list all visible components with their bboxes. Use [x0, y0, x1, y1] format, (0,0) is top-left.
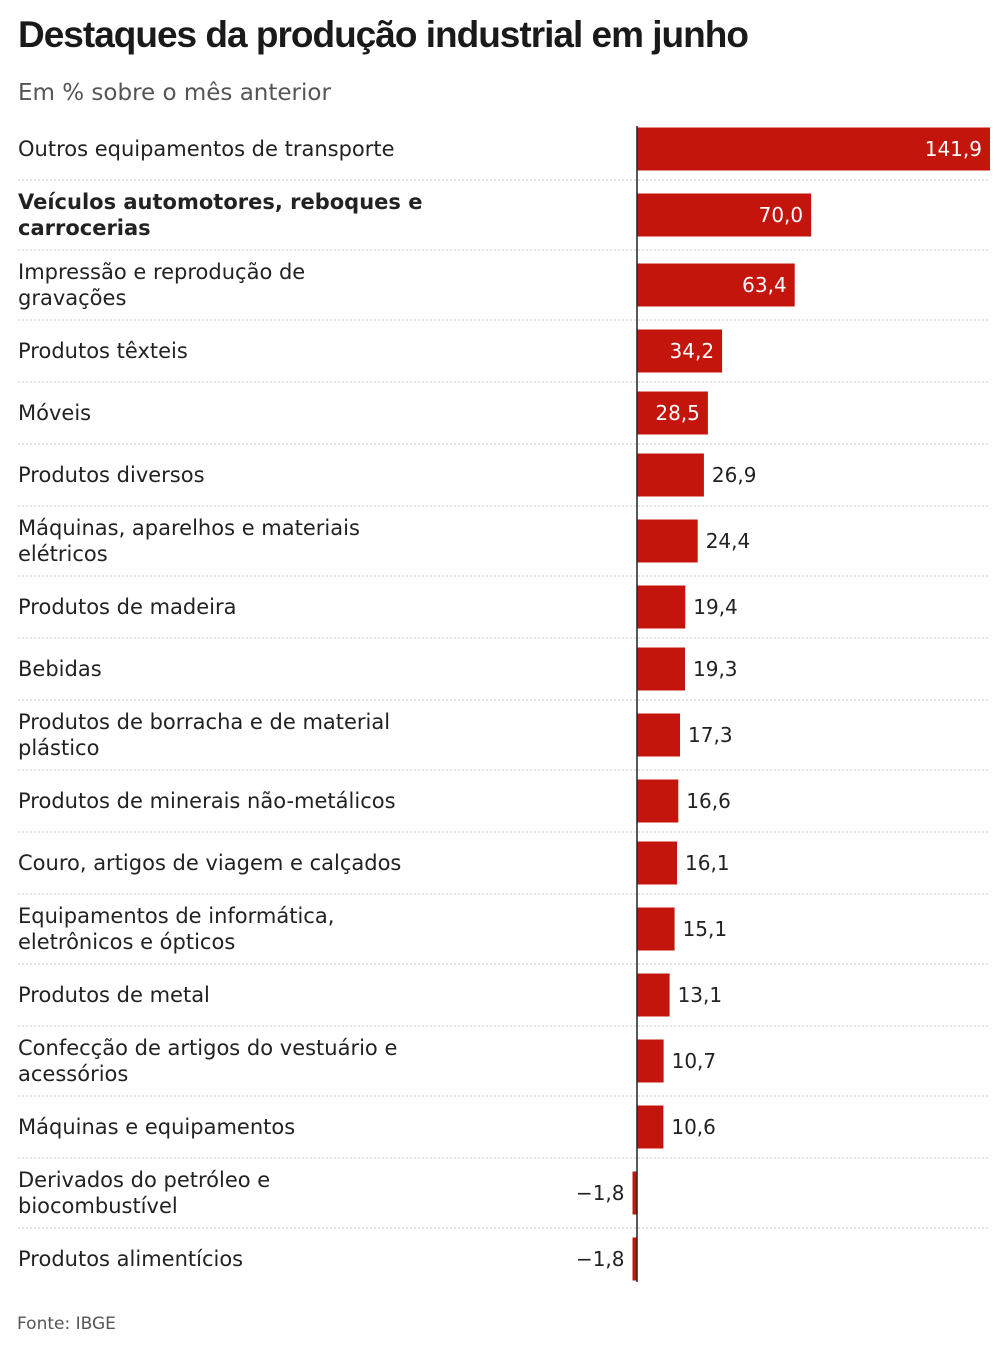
data-label: 19,3 [693, 657, 738, 681]
data-label: 16,6 [686, 789, 731, 813]
bar [637, 973, 670, 1017]
data-label: 24,4 [706, 529, 751, 553]
data-label: 70,0 [759, 203, 804, 227]
category-label: Confecção de artigos do vestuário e acess… [18, 1036, 397, 1086]
bar [637, 193, 812, 237]
category-label: Derivados do petróleo e biocombustível [18, 1168, 270, 1218]
data-label: 10,6 [671, 1115, 716, 1139]
chart-subtitle: Em % sobre o mês anterior [18, 80, 331, 106]
category-label: Outros equipamentos de transporte [18, 137, 395, 161]
category-label: Móveis [18, 401, 91, 425]
data-label: 15,1 [683, 917, 728, 941]
data-label: −1,8 [576, 1247, 625, 1271]
data-label: 16,1 [685, 851, 730, 875]
bar [637, 907, 675, 951]
category-label: Produtos de metal [18, 983, 210, 1007]
bar [637, 127, 990, 171]
bar [632, 1171, 637, 1215]
data-label: 26,9 [712, 463, 757, 487]
bar [637, 1105, 664, 1149]
data-label: −1,8 [576, 1181, 625, 1205]
data-label: 63,4 [742, 273, 787, 297]
data-label: 34,2 [670, 339, 715, 363]
chart-title: Destaques da produção industrial em junh… [18, 14, 749, 55]
bar [637, 329, 723, 373]
category-label: Máquinas, aparelhos e materiais elétricos [18, 516, 360, 566]
data-label: 17,3 [688, 723, 733, 747]
category-label: Máquinas e equipamentos [18, 1115, 295, 1139]
bar [637, 647, 686, 691]
source-note: Fonte: IBGE [17, 1314, 116, 1334]
category-label: Couro, artigos de viagem e calçados [18, 851, 401, 875]
bar [637, 779, 679, 823]
category-label: Produtos alimentícios [18, 1247, 243, 1271]
bar [637, 713, 681, 757]
data-label: 13,1 [678, 983, 723, 1007]
category-label: Produtos de borracha e de material plásti… [18, 710, 390, 760]
bar [632, 1237, 637, 1281]
category-label: Impressão e reprodução de gravações [18, 260, 305, 310]
category-label: Produtos diversos [18, 463, 205, 487]
data-label: 141,9 [925, 137, 982, 161]
category-label: Equipamentos de informática, eletrônicos … [18, 904, 334, 954]
bar [637, 391, 708, 435]
category-label: Veículos automotores, reboques e carrocer… [18, 190, 422, 240]
data-label: 10,7 [672, 1049, 717, 1073]
category-label: Bebidas [18, 657, 102, 681]
category-label: Produtos de madeira [18, 595, 237, 619]
bar [637, 1039, 664, 1083]
bar [637, 585, 686, 629]
bar [637, 453, 704, 497]
bar [637, 519, 698, 563]
bar [637, 841, 678, 885]
bar-chart: Outros equipamentos de transporte 141,9 Ve… [18, 126, 990, 1282]
data-label: 19,4 [693, 595, 738, 619]
category-label: Produtos têxteis [18, 339, 188, 363]
data-label: 28,5 [655, 401, 700, 425]
bar [637, 263, 795, 307]
category-label: Produtos de minerais não-metálicos [18, 789, 396, 813]
